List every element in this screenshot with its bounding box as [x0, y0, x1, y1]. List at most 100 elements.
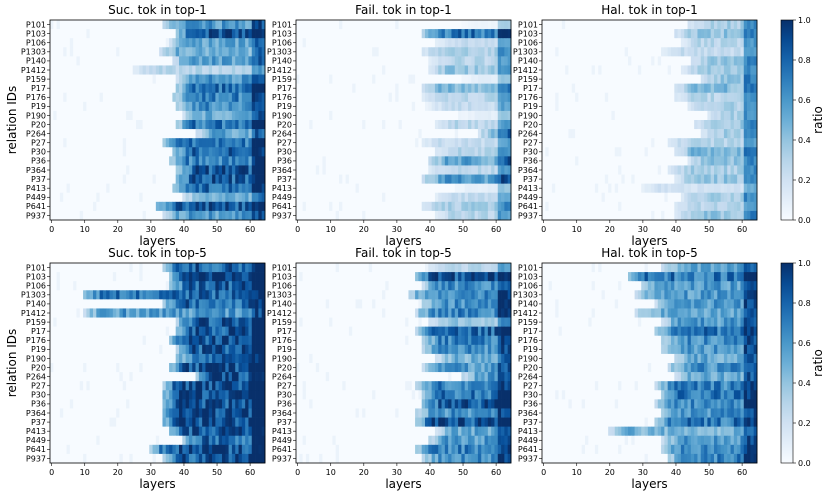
heatmap-cell [136, 20, 140, 30]
heatmap-cell [332, 110, 337, 121]
heatmap-cell [162, 120, 167, 130]
heatmap-cell [192, 317, 196, 327]
heatmap-cell [309, 83, 313, 94]
heatmap-cell [494, 147, 499, 157]
heatmap-cell [222, 165, 226, 175]
heatmap-cell [740, 174, 745, 184]
heatmap-cell [618, 101, 622, 112]
heatmap-cell [202, 201, 206, 212]
heatmap-cell [126, 201, 130, 212]
heatmap-cell [581, 201, 586, 212]
heatmap-cell [428, 47, 432, 57]
heatmap-cell [707, 201, 712, 212]
heatmap-cell [169, 326, 173, 337]
heatmap-cell [172, 147, 177, 157]
heatmap-cell [238, 110, 243, 121]
heatmap-cell [208, 120, 213, 130]
heatmap-cell [305, 129, 310, 139]
heatmap-cell [50, 299, 54, 309]
heatmap-cell [169, 74, 173, 84]
heatmap-cell [461, 165, 466, 175]
heatmap-cell [441, 47, 446, 57]
heatmap-cell [175, 47, 180, 57]
heatmap-cell [202, 317, 206, 327]
heatmap-cell [720, 147, 725, 157]
heatmap-cell [73, 263, 77, 273]
heatmap-cell [395, 83, 399, 94]
heatmap-cell [382, 29, 386, 39]
heatmap-cell [750, 201, 755, 212]
heatmap-cell [477, 120, 482, 130]
heatmap-cell [548, 65, 553, 75]
heatmap-cell [578, 56, 583, 66]
heatmap-cell [720, 174, 725, 184]
heatmap-cell [661, 147, 665, 157]
heatmap-cell [651, 165, 655, 175]
heatmap-cell [63, 281, 67, 291]
heatmap-cell [188, 74, 193, 84]
heatmap-cell [198, 174, 203, 184]
heatmap-cell [444, 210, 449, 221]
heatmap-cell [96, 101, 100, 112]
heatmap-cell [99, 129, 104, 139]
heatmap-cell [89, 183, 94, 194]
heatmap-cell [53, 83, 57, 94]
heatmap-cell [185, 74, 190, 84]
heatmap-cell [504, 83, 509, 94]
heatmap-cell [411, 165, 416, 175]
heatmap-cell [255, 290, 259, 300]
heatmap-cell [50, 20, 54, 30]
heatmap-cell [581, 174, 586, 184]
heatmap-cell [411, 74, 416, 84]
heatmap-cell [255, 156, 259, 166]
x-tick-label: 0 [295, 225, 300, 234]
heatmap-cell [188, 290, 193, 300]
heatmap-cell [634, 38, 639, 48]
heatmap-cell [594, 147, 599, 157]
heatmap-cell [86, 299, 91, 309]
heatmap-cell [717, 74, 721, 84]
heatmap-cell [248, 101, 253, 112]
heatmap-cell [674, 110, 678, 121]
heatmap-cell [218, 20, 223, 30]
heatmap-cell [575, 38, 579, 48]
heatmap-cell [142, 201, 147, 212]
heatmap-cell [634, 174, 639, 184]
heatmap-cell [707, 120, 712, 130]
heatmap-cell [235, 74, 239, 84]
heatmap-cell [677, 38, 682, 48]
heatmap-cell [464, 38, 469, 48]
heatmap-cell [651, 29, 655, 39]
heatmap-cell [106, 74, 110, 84]
heatmap-cell [391, 74, 396, 84]
heatmap-cell [565, 201, 569, 212]
heatmap-cell [212, 20, 216, 30]
y-tick-label: P449 [272, 193, 292, 202]
heatmap-cell [690, 101, 695, 112]
heatmap-cell [63, 210, 67, 221]
heatmap-cell [362, 183, 366, 194]
heatmap-cell [215, 272, 220, 282]
y-tick-label: P449 [518, 193, 538, 202]
heatmap-cell [624, 201, 629, 212]
heatmap-cell [723, 147, 728, 157]
heatmap-cell [723, 210, 728, 221]
heatmap-cell [601, 165, 606, 175]
heatmap-cell [677, 101, 682, 112]
heatmap-cell [684, 56, 688, 66]
heatmap-cell [296, 156, 300, 166]
heatmap-cell [152, 290, 157, 300]
y-tick-label: P264 [26, 129, 46, 138]
heatmap-cell [484, 192, 489, 203]
heatmap-cell [126, 165, 130, 175]
heatmap-cell [684, 101, 688, 112]
heatmap-cell [481, 92, 485, 103]
heatmap-cell [497, 56, 502, 66]
heatmap-cell [474, 192, 479, 203]
heatmap-cell [122, 20, 127, 30]
heatmap-cell [116, 272, 120, 282]
heatmap-cell [382, 65, 386, 75]
heatmap-cell [657, 74, 662, 84]
heatmap-cell [664, 120, 669, 130]
heatmap-cell [228, 110, 233, 121]
